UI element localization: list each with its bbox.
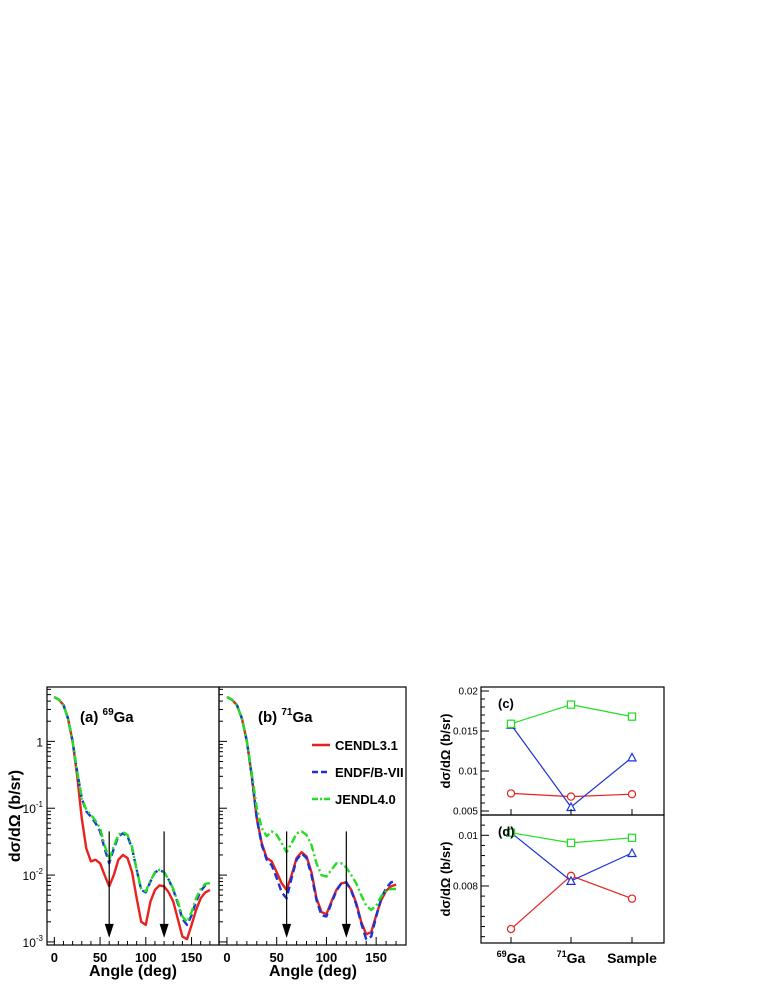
panel-a-series-1-line — [53, 695, 211, 927]
panel-c-y-tick-label: 0.01 — [459, 767, 479, 778]
panel-b-x-tick-label: 100 — [316, 950, 338, 965]
panel-b-x-tick-label: 0 — [223, 950, 230, 965]
panel-c: 0.005 0.01 0.015 0.02 (c) dσ/dΩ (b/sr) — [438, 686, 665, 818]
panel-c-y-tick-label: 0.005 — [453, 807, 478, 818]
panel-c-marker-circle — [627, 790, 637, 799]
panel-a-y-tick-label: 10-3 — [23, 934, 44, 950]
panel-a-x-tick-label: 0 — [51, 950, 58, 965]
panel-d-y-tick-label: 0.01 — [459, 831, 479, 842]
panel-c-marker-triangle — [627, 752, 637, 762]
panel-b-x-tick-label: 50 — [269, 950, 283, 965]
panel-d-marker-triangle — [627, 847, 637, 858]
panel-b-x-axis-title: Angle (deg) — [269, 963, 357, 980]
panel-a: 0 50 100 150 1 10-1 10-2 10-3 (a) 69Ga Angle (d… — [7, 686, 220, 980]
panel-c-label: (c) — [498, 696, 514, 711]
panel-c-y-axis-title: dσ/dΩ (b/sr) — [438, 714, 453, 789]
panel-b-series-1-line — [226, 695, 397, 941]
panel-d-y-axis-title: dσ/dΩ (b/sr) — [438, 842, 453, 917]
legend-item-2: JENDL4.0 — [312, 792, 396, 807]
panel-d: 0.008 0.01 (d) dσ/dΩ (b/sr) 69Ga 71Ga Sampl… — [438, 814, 665, 966]
panel-b-label: (b) 71Ga — [258, 707, 313, 726]
legend: CENDL3.1 ENDF/B-VII JENDL4.0 — [312, 738, 404, 807]
panel-b-frame — [218, 686, 407, 946]
panel-b: 0 50 100 150 (b) 71Ga Angle (deg) CENDL3.1 E… — [218, 686, 407, 980]
panel-c-marker-square — [506, 719, 516, 729]
panel-d-marker-square — [566, 838, 576, 848]
panel-a-x-tick-label: 150 — [181, 950, 203, 965]
panel-d-marker-triangle — [566, 875, 576, 886]
panel-a-x-tick-label: 50 — [93, 950, 107, 965]
panel-b-x-tick-label: 150 — [365, 950, 387, 965]
panel-d-marker-square — [627, 833, 637, 843]
panel-d-y-tick-label: 0.008 — [453, 881, 478, 892]
panel-a-x-tick-label: 100 — [135, 950, 157, 965]
panel-d-marker-circle — [506, 924, 516, 934]
panel-b-arrow-0 — [282, 831, 292, 938]
panel-c-marker-circle — [566, 792, 576, 801]
panel-d-marker-circle — [627, 894, 637, 903]
panel-a-y-axis-title: dσ/dΩ (b/sr) — [7, 770, 24, 862]
panel-a-arrow-1 — [159, 831, 169, 938]
panel-a-label: (a) 69Ga — [80, 707, 134, 726]
panel-d-category-label: 69Ga — [497, 949, 526, 966]
legend-label: CENDL3.1 — [335, 738, 398, 753]
panel-c-y-tick-label: 0.02 — [459, 687, 479, 698]
panel-a-series-0-line — [53, 695, 211, 941]
panel-c-marker-square — [627, 712, 637, 721]
legend-label: JENDL4.0 — [335, 792, 396, 807]
panel-d-marker-square — [506, 828, 516, 837]
panel-a-y-tick-label: 10-1 — [23, 800, 44, 816]
panel-d-frame — [480, 814, 665, 944]
panel-c-marker-square — [566, 700, 576, 709]
panel-a-y-tick-label: 10-2 — [23, 867, 44, 883]
panel-a-arrow-0 — [104, 831, 114, 938]
panel-c-y-tick-label: 0.015 — [453, 727, 478, 738]
panel-b-arrow-1 — [341, 831, 351, 938]
panel-d-label: (d) — [498, 824, 515, 839]
panel-c-marker-circle — [506, 789, 516, 798]
panel-a-y-tick-label: 1 — [36, 735, 43, 749]
panel-a-x-axis-title: Angle (deg) — [89, 963, 177, 980]
legend-label: ENDF/B-VII — [335, 765, 404, 780]
legend-item-0: CENDL3.1 — [312, 738, 398, 753]
panel-a-series-2-line — [53, 695, 211, 923]
panel-b-series-0-line — [226, 695, 397, 936]
panel-d-category-label: 71Ga — [557, 949, 586, 966]
legend-item-1: ENDF/B-VII — [312, 765, 404, 780]
panel-b-series-2-line — [226, 695, 397, 912]
panel-d-category-label: Sample — [607, 950, 657, 966]
